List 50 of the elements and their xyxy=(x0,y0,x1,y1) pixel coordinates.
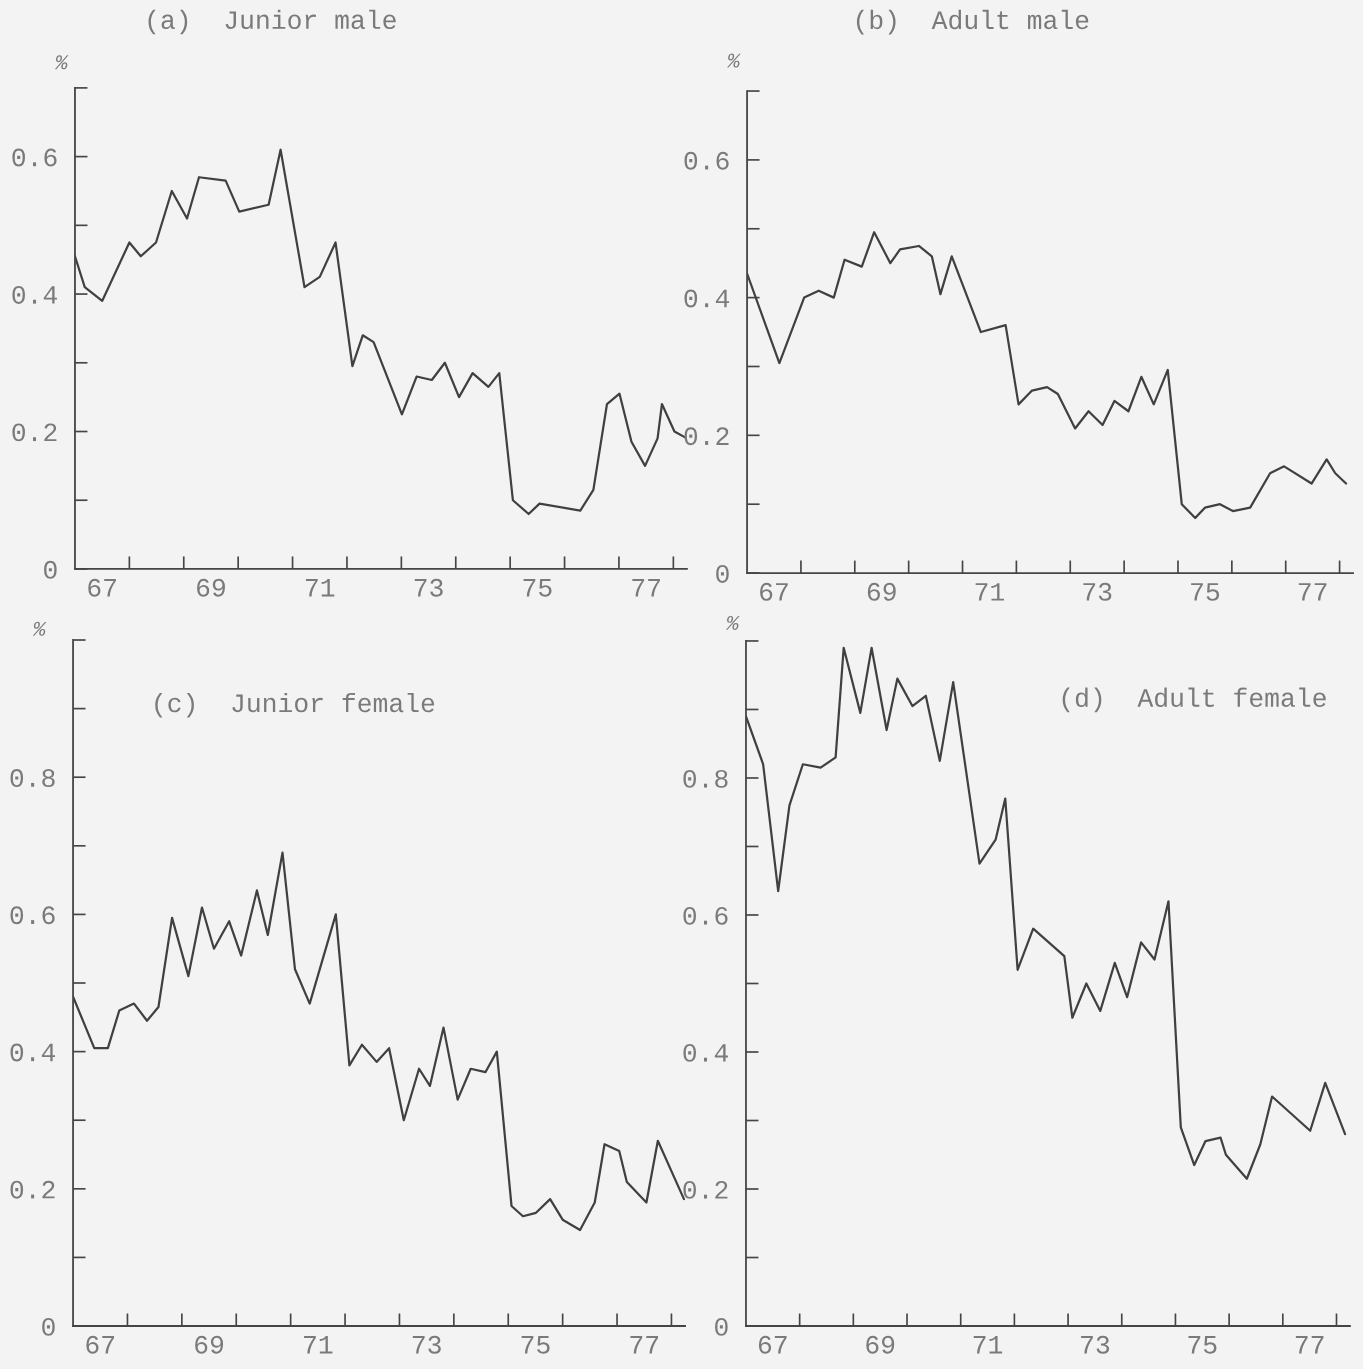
y-tick-label: 0.8 xyxy=(683,769,728,788)
x-tick-label: 73 xyxy=(1081,1335,1110,1354)
y-tick-label: 0.6 xyxy=(684,151,729,170)
y-tick-label: 0.6 xyxy=(683,906,728,925)
x-tick-label: 77 xyxy=(1295,1336,1324,1354)
chart-title: (a) Junior male xyxy=(148,9,396,35)
y-tick-label: 0.4 xyxy=(12,285,57,304)
x-tick-label: 67 xyxy=(86,1335,115,1354)
x-tick-label: 67 xyxy=(760,582,788,601)
y-tick-label: 0.4 xyxy=(683,1043,728,1062)
x-tick-label: 73 xyxy=(1083,582,1112,601)
x-tick-label: 69 xyxy=(197,578,225,597)
y-tick-label: 0.6 xyxy=(12,148,57,167)
x-tick-label: 77 xyxy=(1298,583,1327,601)
y-tick-label: 0 xyxy=(44,560,57,579)
y-tick-label: 0 xyxy=(715,1317,728,1336)
y-tick-label: 0.2 xyxy=(684,427,729,446)
x-tick-label: 77 xyxy=(630,1336,659,1354)
y-tick-label: 0.8 xyxy=(10,769,55,788)
x-tick-label: 75 xyxy=(1188,1336,1217,1354)
x-tick-label: 71 xyxy=(975,583,1005,601)
y-tick-label: 0.2 xyxy=(683,1180,728,1199)
x-tick-label: 75 xyxy=(1191,583,1220,601)
y-tick-label: 0.2 xyxy=(10,1180,55,1199)
x-tick-label: 71 xyxy=(305,579,335,597)
y-tick-label: 0.4 xyxy=(684,289,730,308)
y-tick-label: 0.2 xyxy=(12,423,57,442)
chart-title: (b) Adult male xyxy=(856,9,1089,35)
y-axis-title: % xyxy=(54,55,69,70)
text: (d) Adult female xyxy=(1062,687,1326,713)
y-tick-label: 0 xyxy=(42,1317,55,1336)
x-tick-label: 75 xyxy=(523,579,552,597)
x-tick-label: 67 xyxy=(758,1335,787,1354)
x-tick-label: 67 xyxy=(88,578,116,597)
y-axis-title: % xyxy=(32,621,47,636)
x-tick-label: 69 xyxy=(867,582,896,601)
y-tick-label: 0.4 xyxy=(10,1043,56,1062)
y-tick-label: 0.6 xyxy=(10,906,55,925)
x-tick-label: 71 xyxy=(973,1336,1003,1354)
x-tick-label: 69 xyxy=(866,1335,895,1354)
x-tick-label: 69 xyxy=(195,1335,224,1354)
x-tick-label: 73 xyxy=(414,578,443,597)
y-axis-title: % xyxy=(726,53,741,68)
x-tick-label: 77 xyxy=(632,579,660,597)
x-tick-label: 71 xyxy=(304,1336,333,1354)
x-tick-label: 73 xyxy=(412,1335,441,1354)
text: (c) Junior female xyxy=(155,692,435,718)
y-tick-label: 0 xyxy=(716,564,729,583)
x-tick-label: 75 xyxy=(521,1336,550,1354)
y-axis-title: % xyxy=(725,615,740,630)
